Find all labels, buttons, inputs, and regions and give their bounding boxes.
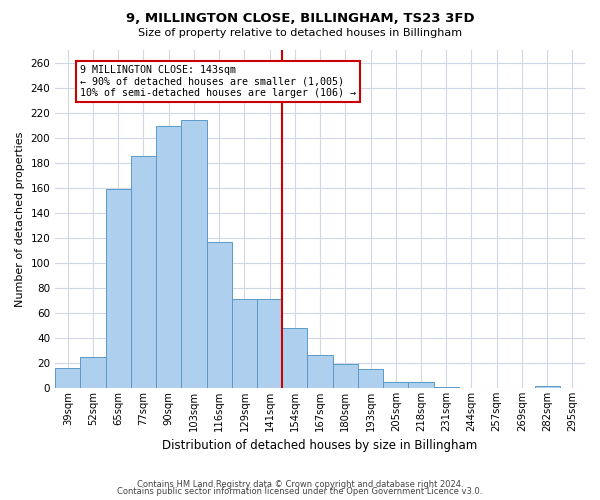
Y-axis label: Number of detached properties: Number of detached properties <box>15 132 25 306</box>
Text: Contains HM Land Registry data © Crown copyright and database right 2024.: Contains HM Land Registry data © Crown c… <box>137 480 463 489</box>
Bar <box>358 369 383 388</box>
Bar <box>106 189 131 388</box>
Bar <box>257 299 282 388</box>
Bar <box>282 328 307 388</box>
Bar <box>434 387 459 388</box>
Bar <box>55 368 80 388</box>
Bar <box>131 156 156 388</box>
Text: Size of property relative to detached houses in Billingham: Size of property relative to detached ho… <box>138 28 462 38</box>
Bar <box>181 120 206 388</box>
Text: 9, MILLINGTON CLOSE, BILLINGHAM, TS23 3FD: 9, MILLINGTON CLOSE, BILLINGHAM, TS23 3F… <box>125 12 475 26</box>
Bar <box>332 364 358 388</box>
Text: 9 MILLINGTON CLOSE: 143sqm
← 90% of detached houses are smaller (1,005)
10% of s: 9 MILLINGTON CLOSE: 143sqm ← 90% of deta… <box>80 65 356 98</box>
Bar <box>156 126 181 388</box>
Bar <box>383 382 409 388</box>
Bar <box>409 382 434 388</box>
Text: Contains public sector information licensed under the Open Government Licence v3: Contains public sector information licen… <box>118 487 482 496</box>
Bar <box>535 386 560 388</box>
Bar <box>80 356 106 388</box>
Bar <box>307 356 332 388</box>
Bar <box>232 299 257 388</box>
X-axis label: Distribution of detached houses by size in Billingham: Distribution of detached houses by size … <box>163 440 478 452</box>
Bar <box>206 242 232 388</box>
